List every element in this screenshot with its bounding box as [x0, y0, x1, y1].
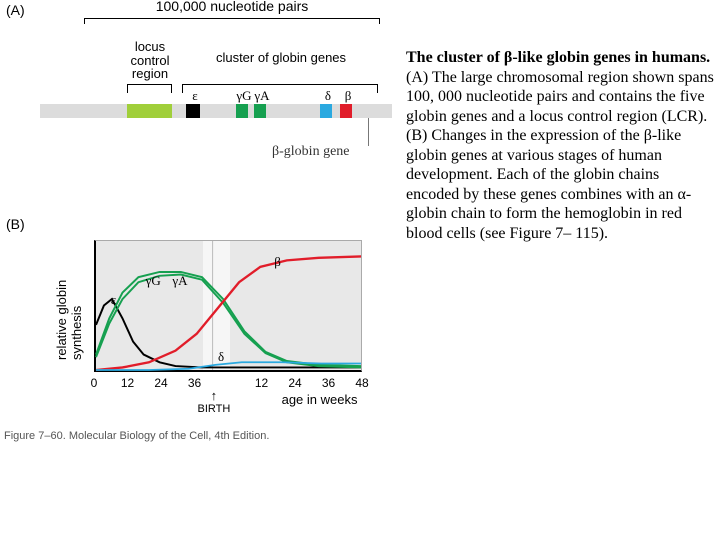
series-label-gammaG: γG	[146, 273, 161, 289]
x-tick: 48	[355, 376, 368, 390]
left-column: 100,000 nucleotide pairs locus control r…	[0, 0, 400, 210]
figure-caption-text: The cluster of β-like globin genes in hu…	[406, 48, 716, 243]
series-beta	[96, 256, 361, 370]
chart-svg	[96, 241, 361, 370]
figure-number-caption: Figure 7–60. Molecular Biology of the Ce…	[4, 430, 269, 442]
cluster-label: cluster of globin genes	[186, 50, 376, 65]
series-label-delta: δ	[218, 349, 224, 365]
x-tick: 36	[322, 376, 335, 390]
x-tick: 12	[121, 376, 134, 390]
y-axis-label: relative globin synthesis	[48, 240, 64, 372]
x-tick: 12	[255, 376, 268, 390]
gene-label-gA: γA	[250, 88, 274, 104]
x-tick: 24	[154, 376, 167, 390]
chart-area: ε γG γA β δ	[94, 240, 362, 372]
series-label-epsilon: ε	[111, 292, 116, 308]
caption-title: The cluster of β-like globin genes in hu…	[406, 49, 710, 66]
gene-label-row: εγGγAδβ	[0, 88, 400, 104]
panel-a-sublabels: locus control region cluster of globin g…	[0, 44, 400, 80]
series-gammaA	[96, 275, 361, 368]
series-label-beta: β	[274, 254, 281, 270]
birth-label-text: BIRTH	[194, 403, 234, 415]
chromosome-track	[40, 104, 392, 118]
gene-gG	[236, 104, 248, 118]
spanner-label: 100,000 nucleotide pairs	[84, 0, 380, 16]
locus-control-label: locus control region	[110, 40, 190, 81]
gene-eps	[186, 104, 200, 118]
x-axis-label: age in weeks	[282, 392, 358, 407]
gene-beta	[340, 104, 352, 118]
gene-gA	[254, 104, 266, 118]
figure: The cluster of β-like globin genes in hu…	[0, 0, 720, 540]
series-label-gammaA: γA	[172, 273, 187, 289]
beta-callout-line	[368, 118, 369, 146]
panel-a: 100,000 nucleotide pairs locus control r…	[0, 0, 400, 210]
gene-LCR	[127, 104, 172, 118]
gene-delta	[320, 104, 332, 118]
gene-label-eps: ε	[182, 88, 208, 104]
caption-body: (A) The large chromosomal region shown s…	[406, 69, 714, 242]
beta-globin-callout: β-globin gene	[272, 144, 350, 160]
panel-a-spanner: 100,000 nucleotide pairs	[84, 2, 380, 22]
panel-b: relative globin synthesis ε γG γA β δ 0 12 24 3…	[40, 230, 370, 420]
x-tick: 24	[288, 376, 301, 390]
panel-b-label: (B)	[6, 216, 25, 232]
x-tick: 0	[91, 376, 98, 390]
gene-label-beta: β	[336, 88, 360, 104]
birth-label: ↑ BIRTH	[194, 388, 234, 415]
